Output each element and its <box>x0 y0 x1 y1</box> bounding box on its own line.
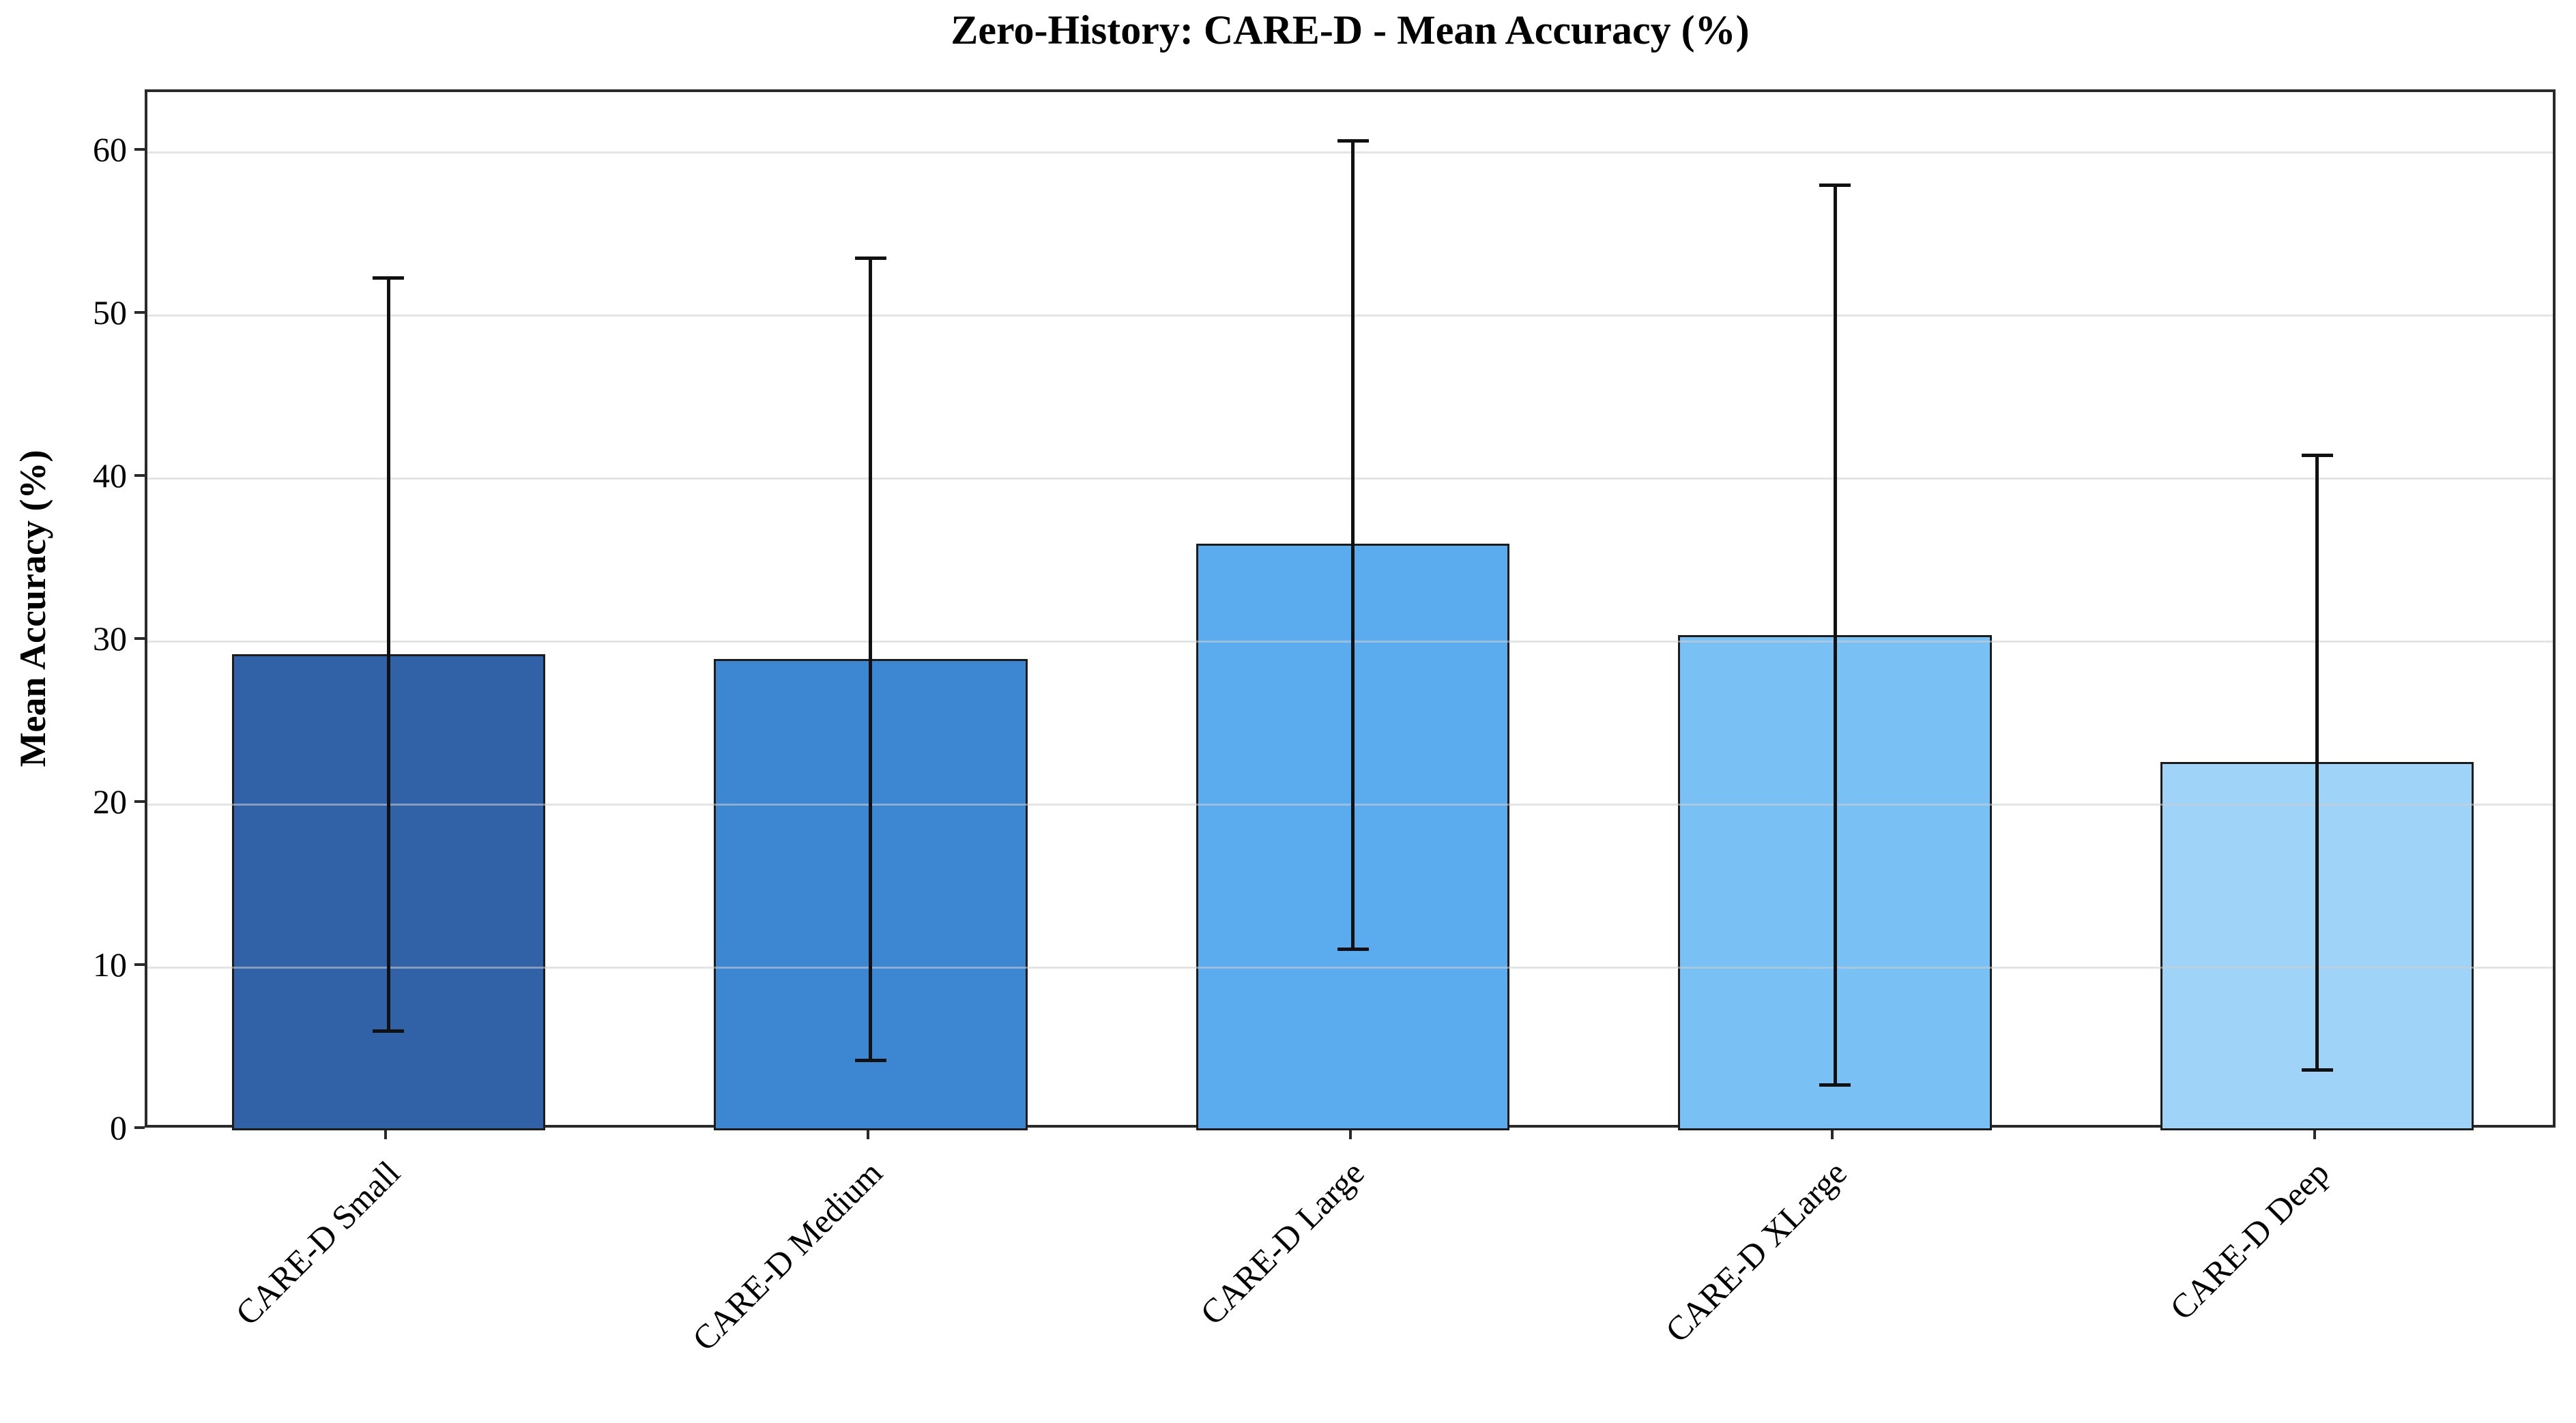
error-bar-line-3 <box>1351 141 1355 950</box>
y-tick-label-50: 50 <box>93 293 127 332</box>
y-tick-mark-0 <box>134 1126 145 1129</box>
x-tick-label-3: CARE-D Large <box>1193 1153 1372 1332</box>
y-tick-label-0: 0 <box>110 1109 127 1147</box>
plot-area <box>145 89 2556 1130</box>
error-bar-cap-bottom-2 <box>854 1058 886 1062</box>
y-tick-mark-60 <box>134 148 145 151</box>
error-bar-cap-bottom-4 <box>1819 1083 1851 1087</box>
error-bar-cap-top-5 <box>2301 454 2333 458</box>
gridline-y10 <box>147 966 2553 969</box>
y-tick-mark-20 <box>134 800 145 804</box>
y-tick-mark-10 <box>134 963 145 967</box>
gridline-y30 <box>147 640 2553 643</box>
gridline-y40 <box>147 477 2553 480</box>
x-tick-mark-2 <box>866 1129 869 1139</box>
y-tick-mark-50 <box>134 311 145 314</box>
error-bar-line-2 <box>869 258 873 1061</box>
error-bar-cap-bottom-1 <box>373 1029 405 1033</box>
x-tick-label-1: CARE-D Small <box>228 1153 407 1333</box>
error-bar-cap-top-1 <box>373 276 405 280</box>
x-tick-mark-1 <box>384 1129 388 1139</box>
error-bar-cap-top-2 <box>854 256 886 261</box>
error-bar-line-4 <box>1833 185 1837 1085</box>
x-tick-mark-3 <box>1348 1129 1352 1139</box>
error-bar-cap-bottom-5 <box>2301 1068 2333 1072</box>
y-tick-label-20: 20 <box>93 782 127 821</box>
x-tick-mark-5 <box>2313 1129 2316 1139</box>
y-tick-label-40: 40 <box>93 456 127 495</box>
y-tick-mark-40 <box>134 474 145 478</box>
x-tick-mark-4 <box>1831 1129 1834 1139</box>
error-bar-cap-top-4 <box>1819 183 1851 187</box>
gridline-y20 <box>147 803 2553 806</box>
x-tick-label-2: CARE-D Medium <box>684 1153 890 1358</box>
x-tick-label-4: CARE-D XLarge <box>1658 1153 1854 1350</box>
gridline-y50 <box>147 314 2553 317</box>
chart-title: Zero-History: CARE-D - Mean Accuracy (%) <box>951 8 1750 53</box>
y-tick-label-60: 60 <box>93 130 127 169</box>
error-bar-line-5 <box>2315 455 2319 1070</box>
gridline-y60 <box>147 151 2553 153</box>
y-tick-label-10: 10 <box>93 945 127 984</box>
y-axis-title: Mean Accuracy (%) <box>12 450 53 767</box>
error-bar-line-1 <box>386 278 390 1031</box>
error-bar-cap-top-3 <box>1337 139 1369 143</box>
x-tick-label-5: CARE-D Deep <box>2162 1153 2336 1327</box>
y-tick-label-30: 30 <box>93 619 127 658</box>
y-tick-mark-30 <box>134 637 145 641</box>
error-bar-cap-bottom-3 <box>1337 948 1369 952</box>
